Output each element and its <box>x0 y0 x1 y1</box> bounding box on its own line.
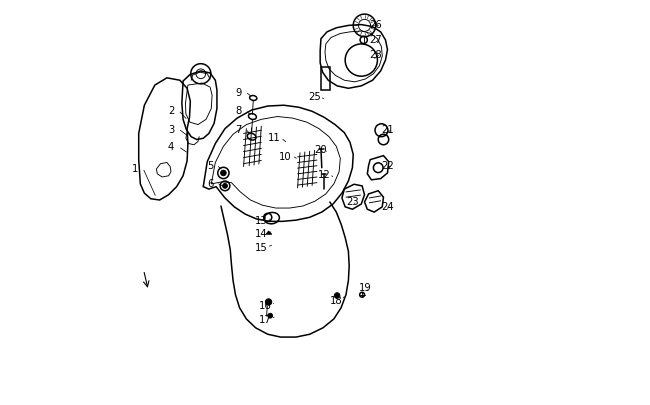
Text: 28: 28 <box>369 49 382 60</box>
Text: 26: 26 <box>369 20 382 30</box>
Text: 4: 4 <box>168 142 174 152</box>
Text: 9: 9 <box>235 87 242 97</box>
Text: 27: 27 <box>369 34 382 45</box>
Text: 7: 7 <box>235 124 242 134</box>
Text: 21: 21 <box>382 124 395 134</box>
Text: 10: 10 <box>279 151 292 161</box>
Text: 15: 15 <box>255 243 268 253</box>
Text: 19: 19 <box>359 283 372 293</box>
Circle shape <box>268 313 272 318</box>
Text: 23: 23 <box>346 197 359 207</box>
Text: 1: 1 <box>133 163 138 173</box>
Text: 24: 24 <box>382 202 394 211</box>
Text: 8: 8 <box>235 106 242 116</box>
Text: 2: 2 <box>168 106 174 116</box>
Circle shape <box>220 171 226 176</box>
Text: 3: 3 <box>168 124 174 134</box>
Text: 17: 17 <box>259 314 272 324</box>
Text: 18: 18 <box>330 295 343 305</box>
Text: 20: 20 <box>314 145 326 154</box>
Text: 5: 5 <box>207 160 213 171</box>
Text: 12: 12 <box>318 169 331 179</box>
Text: 22: 22 <box>382 160 395 171</box>
Text: 6: 6 <box>207 178 213 188</box>
Text: 14: 14 <box>255 229 268 239</box>
Text: 25: 25 <box>308 92 321 102</box>
Circle shape <box>222 184 227 189</box>
Text: 16: 16 <box>259 301 272 311</box>
Text: 13: 13 <box>255 215 268 226</box>
Circle shape <box>334 293 340 298</box>
Polygon shape <box>266 232 272 234</box>
Circle shape <box>265 299 272 305</box>
Text: 11: 11 <box>268 133 281 143</box>
